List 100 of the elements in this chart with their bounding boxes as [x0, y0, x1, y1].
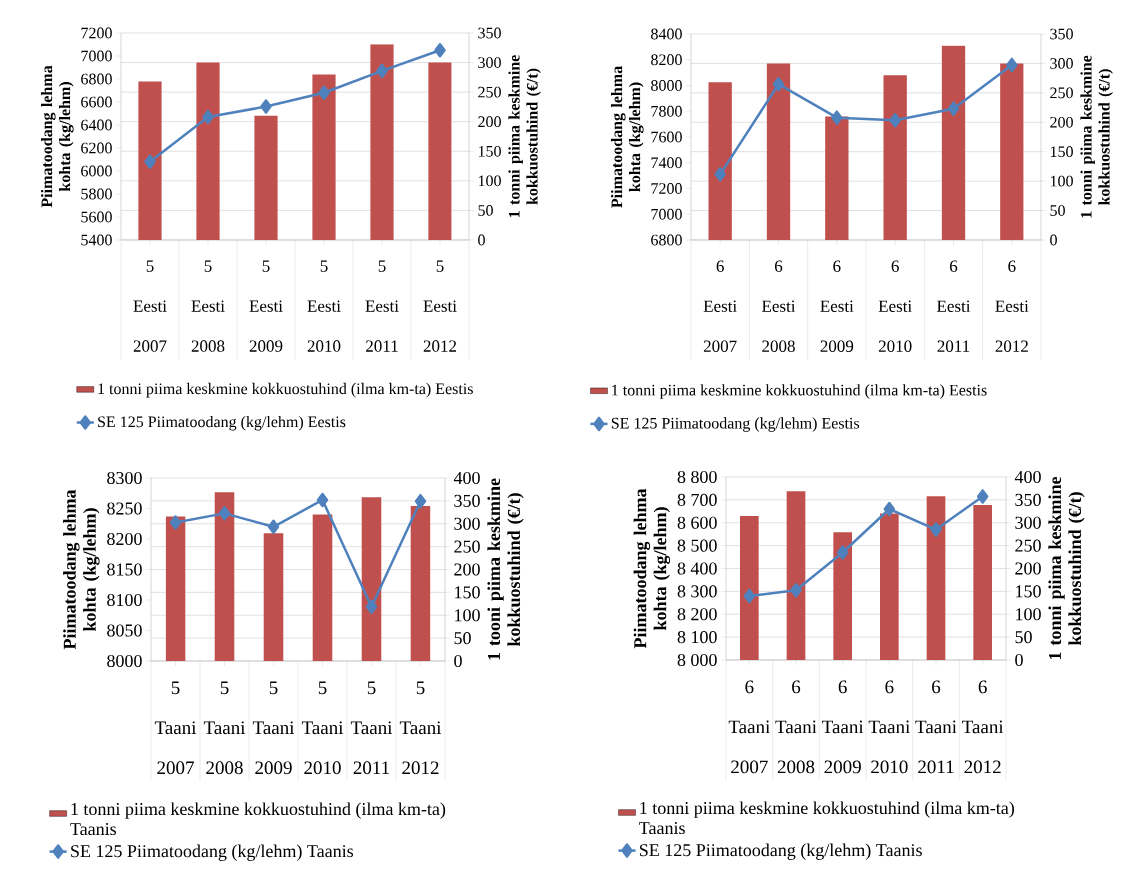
y2-tick-label: 300 [454, 517, 480, 530]
point [318, 85, 330, 101]
y-tick-label: 8 800 [677, 470, 717, 484]
y-axis-title: Piimatoodang lehma kohta (kg/lehm) [610, 66, 644, 208]
point [831, 110, 843, 125]
y2-axis-title: 1 tonni piima keskmine kokkuostuhind (€/t) [1080, 55, 1113, 218]
category-label: 5 Eesti 2012 [423, 260, 457, 352]
point [144, 154, 156, 170]
y2-tick-label: 50 [1050, 205, 1065, 216]
y2-tick-label: 350 [478, 27, 501, 39]
category-label: 5 Eesti 2011 [365, 260, 399, 352]
y2-tick-label: 200 [1015, 562, 1041, 575]
bar [883, 75, 907, 240]
y-tick-label: 6800 [81, 73, 112, 85]
legend-label: 1 tonni piima keskmine kokkuostuhind (ilma km-ta) Eestis [98, 382, 473, 398]
y-tick-label: 8 400 [677, 562, 717, 575]
y-tick-label: 8 700 [677, 493, 717, 506]
category-label: 6 Taani 2007 [728, 680, 770, 774]
y-tick-label: 7200 [81, 27, 112, 39]
bar [926, 496, 946, 660]
point [772, 76, 785, 92]
y-tick-label: 8400 [651, 28, 682, 40]
legend-label: SE 125 Piimatoodang (kg/lehm) Eestis [611, 417, 860, 432]
bar [833, 532, 852, 660]
y-tick-label: 8200 [107, 532, 142, 546]
category-label: 6 Taani 2008 [775, 680, 817, 774]
y2-tick-label: 300 [1015, 516, 1041, 529]
category-label: 6 Eesti 2008 [762, 260, 796, 352]
category-label: 5 Taani 2007 [154, 681, 197, 775]
y-tick-label: 7000 [81, 50, 112, 62]
y-tick-label: 8 000 [677, 653, 717, 667]
category-label: 5 Taani 2011 [350, 681, 393, 775]
category-label: 5 Eesti 2009 [249, 260, 283, 352]
y-tick-label: 6800 [651, 234, 682, 246]
point [836, 545, 849, 560]
category-label: 6 Eesti 2010 [878, 260, 912, 352]
legend-label: 1 tonni piima keskmine kokkuostuhind (ilma km-ta) Taanis [639, 801, 1014, 835]
y-tick-label: 6400 [81, 119, 112, 131]
category-label: 6 Taani 2009 [822, 680, 864, 774]
y-tick-label: 8000 [107, 654, 142, 668]
bar [941, 45, 966, 240]
point [260, 99, 272, 114]
y2-tick-label: 300 [1050, 58, 1073, 69]
y-tick-label: 8 100 [677, 631, 717, 644]
y-axis-title: Piimatoodang lehma kohta (kg/lehm) [40, 65, 74, 208]
category-label: 6 Eesti 2011 [936, 260, 971, 352]
category-label: 5 Eesti 2010 [307, 260, 341, 352]
point [316, 492, 329, 508]
y-tick-label: 7800 [651, 105, 682, 117]
point [202, 109, 214, 125]
y2-tick-label: 100 [1050, 175, 1073, 187]
point [790, 582, 802, 598]
category-label: 6 Taani 2012 [962, 680, 1004, 774]
y2-tick-label: 250 [454, 540, 480, 553]
y-tick-label: 7400 [651, 157, 682, 169]
y2-tick-label: 100 [478, 175, 501, 187]
y-tick-label: 7000 [651, 208, 682, 220]
point [743, 588, 756, 604]
category-label: 5 Taani 2012 [399, 681, 442, 775]
y-tick-label: 5600 [81, 211, 112, 223]
y-tick-label: 5800 [81, 188, 112, 200]
category-label: 6 Eesti 2009 [820, 260, 854, 352]
bar [708, 82, 732, 240]
category-label: 5 Taani 2010 [301, 681, 344, 775]
bar [361, 497, 382, 661]
y2-tick-label: 50 [454, 632, 471, 645]
y2-tick-label: 0 [478, 234, 485, 246]
y2-tick-label: 0 [1050, 234, 1057, 246]
legend-label: 1 tonni piima keskmine kokkuostuhind (ilma km-ta) Taanis [70, 802, 446, 836]
point [376, 63, 388, 79]
y-tick-label: 6000 [81, 165, 112, 177]
y2-tick-label: 100 [455, 609, 480, 622]
y2-tick-label: 400 [453, 471, 480, 485]
legend-label: SE 125 Piimatoodang (kg/lehm) Taanis [71, 844, 354, 861]
bar [312, 74, 336, 240]
y-tick-label: 8250 [107, 502, 142, 515]
bar [214, 492, 235, 661]
y-axis-title: Piimatoodang lehma kohta (kg/lehm) [633, 488, 671, 649]
y2-tick-label: 200 [454, 563, 480, 576]
bar [973, 504, 992, 660]
bar [254, 115, 278, 240]
legend-label: SE 125 Piimatoodang (kg/lehm) Eestis [98, 415, 346, 431]
point [930, 522, 942, 537]
point [1006, 57, 1018, 73]
point [414, 493, 427, 509]
legend-label: 1 tonni piima keskmine kokkuostuhind (ilma km-ta) Eestis [612, 384, 987, 399]
point [883, 501, 896, 517]
y2-tick-label: 300 [478, 57, 501, 68]
y-tick-label: 6200 [81, 142, 112, 154]
bar [786, 491, 806, 660]
category-label: 6 Taani 2011 [915, 680, 957, 774]
y2-tick-label: 350 [454, 494, 480, 507]
category-label: 6 Eesti 2007 [703, 260, 737, 352]
y2-axis-title: 1 tonni piima keskmine kokkuostuhind (€/t) [508, 55, 541, 217]
point [947, 101, 960, 116]
y2-tick-label: 0 [454, 654, 462, 668]
bar [410, 505, 431, 661]
bar [428, 62, 452, 240]
bar [1000, 63, 1024, 240]
category-label: 5 Eesti 2007 [133, 260, 167, 352]
